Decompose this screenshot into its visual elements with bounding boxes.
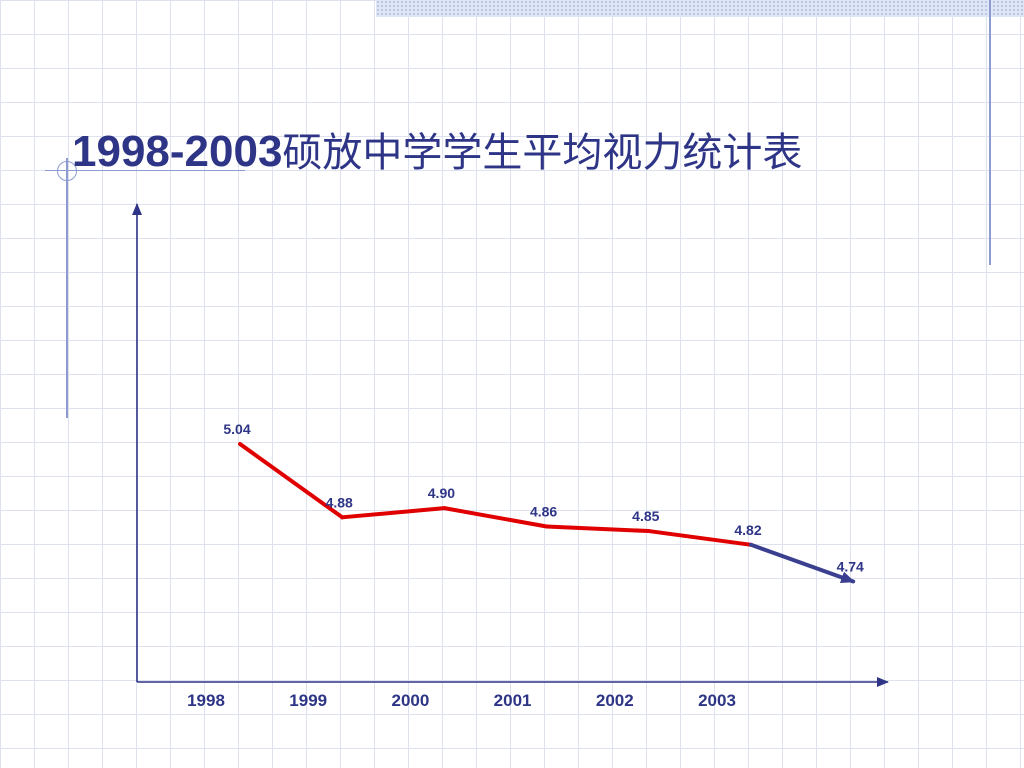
x-tick-label: 1998 xyxy=(187,691,225,710)
data-label: 4.85 xyxy=(632,508,659,524)
series-line-segment xyxy=(340,506,447,520)
data-label: 5.04 xyxy=(223,421,250,437)
x-tick-label: 2001 xyxy=(494,691,532,710)
data-label: 4.82 xyxy=(734,522,761,538)
data-label: 4.88 xyxy=(326,494,353,510)
title-text: 硕放中学学生平均视力统计表 xyxy=(282,131,803,175)
series-line-segment xyxy=(238,442,345,520)
data-label: 4.90 xyxy=(428,485,455,501)
decorative-top-bar xyxy=(376,0,1024,17)
data-label: 4.86 xyxy=(530,503,557,519)
decorative-title-underline xyxy=(45,170,245,171)
x-tick-label: 2000 xyxy=(391,691,429,710)
x-tick-label: 2003 xyxy=(698,691,736,710)
x-tick-label: 2002 xyxy=(596,691,634,710)
series-line-segment xyxy=(442,506,549,529)
decorative-right-line xyxy=(989,0,991,265)
data-label: 4.74 xyxy=(837,558,864,574)
decorative-circle-icon xyxy=(57,161,77,181)
data-labels-layer: 5.04 4.88 4.90 4.86 4.85 4.82 4.74 xyxy=(223,421,864,574)
x-tick-label: 1999 xyxy=(289,691,327,710)
page-title: 1998-2003硕放中学学生平均视力统计表 xyxy=(72,120,802,178)
series-line-segment xyxy=(646,529,753,547)
tick-labels-layer: 1998 1999 2000 2001 2002 2003 xyxy=(187,691,736,710)
series-line-segment xyxy=(544,524,651,534)
decorative-left-line xyxy=(66,158,68,418)
title-years: 1998-2003 xyxy=(72,127,283,176)
series-layer xyxy=(238,442,856,584)
series-projection-segment xyxy=(749,542,856,584)
